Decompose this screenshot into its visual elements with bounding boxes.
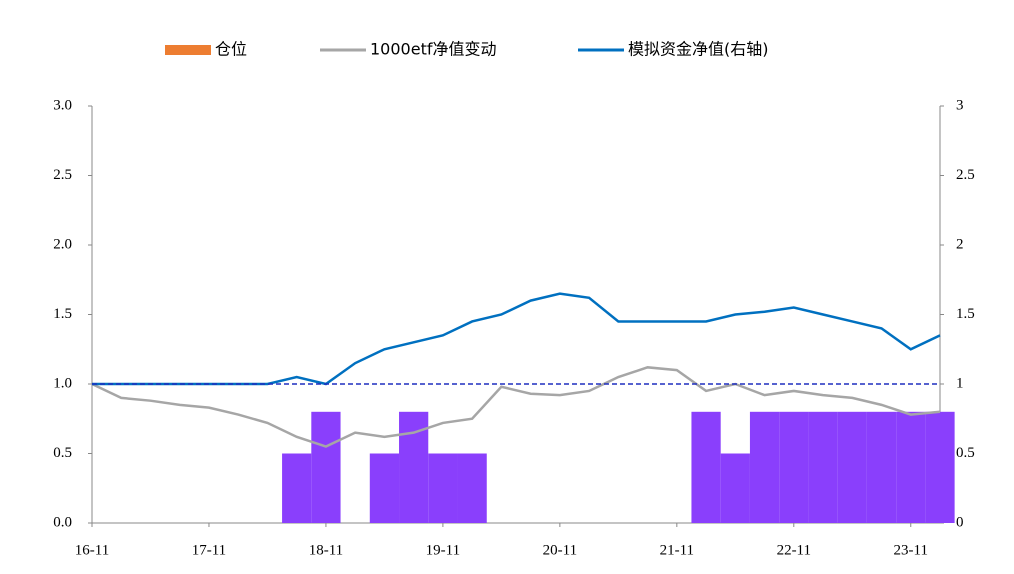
position-bar xyxy=(369,453,400,523)
x-tick-label: 20-11 xyxy=(543,542,577,558)
y-tick-label: 2.5 xyxy=(53,167,72,183)
y2-tick-label: 3 xyxy=(956,97,964,113)
y2-tick-label: 0.5 xyxy=(956,445,975,461)
y2-tick-label: 2 xyxy=(956,236,964,252)
position-bar xyxy=(691,411,721,523)
x-tick-label: 16-11 xyxy=(75,542,109,558)
y-tick-label: 0.0 xyxy=(53,514,72,530)
position-bar xyxy=(749,411,780,523)
x-tick-label: 21-11 xyxy=(660,542,694,558)
position-bar xyxy=(925,411,955,523)
x-tick-label: 23-11 xyxy=(894,542,928,558)
y-tick-label: 1.0 xyxy=(53,375,72,391)
y-tick-label: 0.5 xyxy=(53,445,72,461)
position-bar xyxy=(808,411,838,523)
position-bar xyxy=(311,411,341,523)
x-tick-label: 17-11 xyxy=(192,542,226,558)
y2-tick-label: 1 xyxy=(956,375,964,391)
position-bar xyxy=(779,411,809,523)
series-line xyxy=(92,292,941,386)
legend-swatch xyxy=(165,45,211,55)
y2-tick-label: 0 xyxy=(956,514,964,530)
legend-label: 1000etf净值变动 xyxy=(370,40,496,59)
y2-tick-label: 1.5 xyxy=(956,306,975,322)
position-bar xyxy=(457,453,487,523)
x-tick-label: 22-11 xyxy=(777,542,811,558)
position-bar xyxy=(282,453,312,523)
legend-label: 仓位 xyxy=(215,40,247,59)
x-tick-label: 19-11 xyxy=(426,542,460,558)
y2-tick-label: 2.5 xyxy=(956,167,975,183)
legend-label: 模拟资金净值(右轴) xyxy=(628,40,769,59)
y-tick-label: 1.5 xyxy=(53,306,72,322)
position-bar xyxy=(866,411,897,523)
position-bar xyxy=(837,411,867,523)
position-bar xyxy=(428,453,458,523)
y-tick-label: 3.0 xyxy=(53,97,72,113)
series-line xyxy=(91,366,941,448)
position-bar xyxy=(896,411,926,523)
position-bar xyxy=(720,453,750,523)
y-tick-label: 2.0 xyxy=(53,236,72,252)
x-tick-label: 18-11 xyxy=(309,542,343,558)
